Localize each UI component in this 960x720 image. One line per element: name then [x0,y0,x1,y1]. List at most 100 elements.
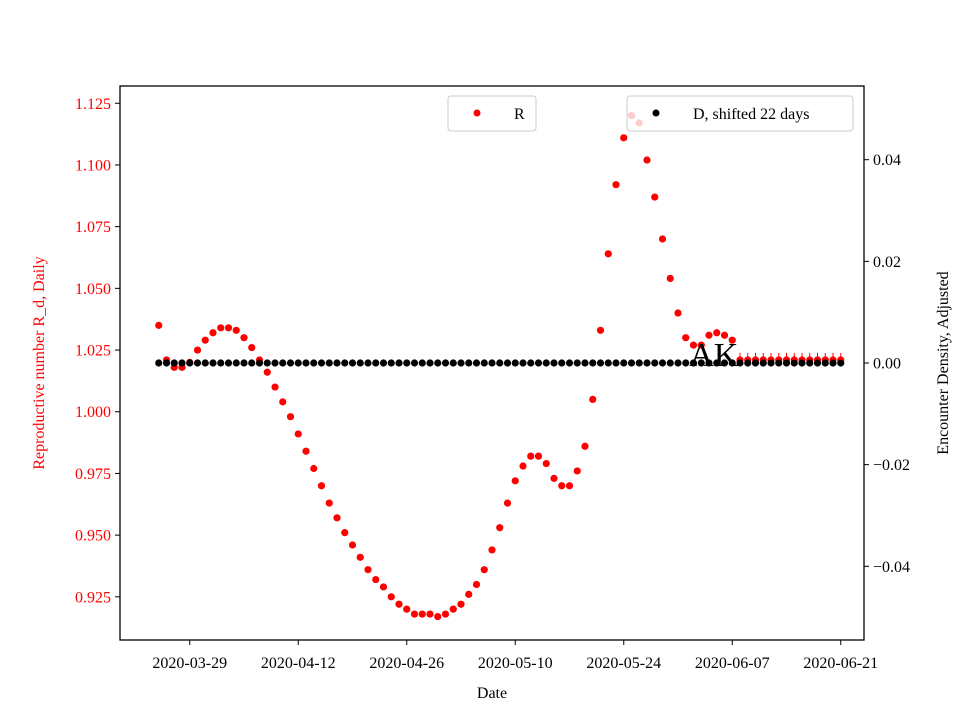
r-point [248,343,256,352]
d-point [589,359,597,367]
x-tick-label: 2020-03-29 [152,655,227,672]
d-point [286,359,295,367]
d-point [713,359,721,367]
d-point [395,359,403,367]
d-point [162,359,171,367]
d-point [604,359,612,367]
d-point [666,359,674,367]
d-point [387,359,395,367]
d-point [674,359,682,367]
r-point [651,193,659,201]
r-point [325,499,333,507]
d-point [170,359,178,367]
r-point [372,575,380,584]
y-left-tick-label: 0.925 [75,589,111,606]
d-point [294,359,302,367]
r-point [465,590,473,598]
r-point [449,605,457,613]
legend-r-label: R [514,106,525,123]
x-tick-label: 2020-05-24 [586,655,661,672]
d-point [821,359,829,367]
y-right-axis-label: Encounter Density, Adjusted [935,271,952,454]
r-point [689,341,698,349]
y-right-tick-label: −0.04 [873,559,910,576]
d-point [635,359,643,367]
d-point [193,359,202,367]
d-point [333,359,341,367]
r-point [317,482,326,490]
d-point [767,359,775,367]
y-left-tick-label: 1.125 [75,96,111,113]
legend-d-label: D, shifted 22 days [693,106,809,123]
d-point [480,359,488,367]
r-point [620,134,628,142]
r-point [666,274,674,283]
r-point [364,566,372,574]
r-point [705,331,713,339]
d-point [837,359,845,367]
y-right-tick-label: 0.04 [873,152,901,169]
d-point [519,359,527,367]
r-point [279,398,287,406]
r-point [674,309,682,317]
d-point [426,359,434,367]
r-point [713,329,721,337]
y-left-axis-label: Reproductive number R_d, Daily [31,256,48,469]
r-point [333,514,341,522]
d-point [341,359,349,367]
r-point [286,413,295,421]
r-point [697,341,705,349]
d-point [511,359,519,367]
d-point [658,359,667,367]
d-point [356,359,364,367]
legend-d-box [626,95,854,132]
y-left-tick-label: 1.025 [75,343,111,360]
d-point [720,359,729,367]
d-point [798,359,806,367]
d-point [403,359,411,367]
d-point [496,359,504,367]
d-point [550,359,558,367]
y-left-tick-label: 1.075 [75,219,111,236]
d-point [558,359,566,367]
d-point [759,359,767,367]
r-point [558,482,566,490]
d-point [232,359,240,367]
r-point [596,326,605,334]
x-tick-label: 2020-04-26 [369,655,444,672]
d-point [325,359,333,367]
r-point [263,368,271,376]
r-point [542,459,550,468]
d-point [155,359,163,367]
d-point [178,359,186,367]
d-point [263,359,271,367]
d-point [581,359,589,367]
d-point [790,359,798,367]
d-point [465,359,473,367]
r-point [271,383,279,391]
r-point [341,529,349,537]
r-point [403,605,411,613]
r-point [418,610,426,618]
r-point [511,477,519,485]
d-point [488,359,496,367]
d-point [682,359,690,367]
d-point [627,359,636,367]
d-point [449,359,457,367]
d-point [410,359,419,367]
y-left-tick-label: 0.950 [75,528,111,545]
r-point [550,474,558,482]
d-point [240,359,248,367]
r-point [155,321,163,329]
r-point [232,326,240,334]
d-point [620,359,628,367]
x-axis-label: Date [477,685,507,702]
r-point [441,610,450,618]
d-point [534,359,543,367]
r-point [310,464,318,473]
d-point [379,359,388,367]
r-point [728,336,736,344]
r-point [348,541,357,549]
r-point [217,324,225,332]
